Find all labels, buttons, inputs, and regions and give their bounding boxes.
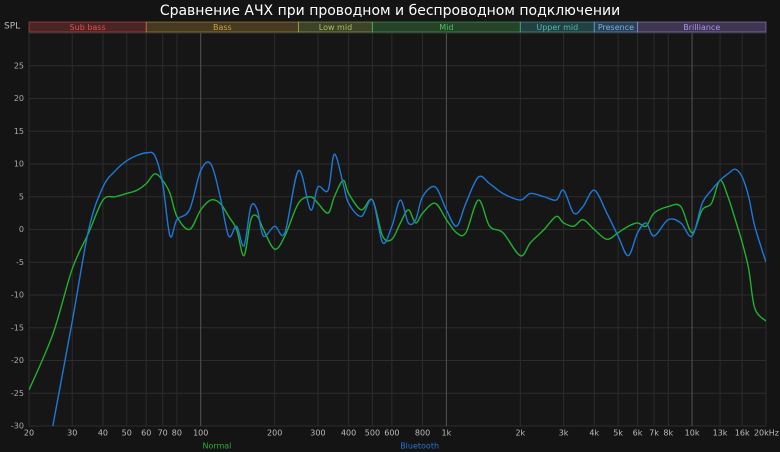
- band: [637, 21, 767, 33]
- band-label: Brilliance: [683, 23, 720, 32]
- x-tick-label: 40: [98, 429, 108, 438]
- band-label: Sub bass: [70, 23, 106, 32]
- x-tick-label: 4k: [589, 429, 599, 438]
- y-tick-label: 15: [14, 127, 24, 136]
- x-tick-label: 800: [415, 429, 430, 438]
- y-tick-label: 0: [19, 225, 24, 234]
- x-tick-label: 13k: [713, 429, 728, 438]
- y-tick-label: 25: [14, 61, 24, 70]
- y-tick-label: -20: [11, 356, 24, 365]
- x-tick-label: 300: [310, 429, 325, 438]
- x-tick-label: 2k: [515, 429, 525, 438]
- x-tick-label: 3k: [559, 429, 569, 438]
- x-tick-label: 7k: [649, 429, 659, 438]
- legend-label: Bluetooth: [400, 442, 439, 451]
- x-tick-label: 16k: [735, 429, 750, 438]
- x-tick-label: 30: [67, 429, 77, 438]
- x-tick-label: 1k: [442, 429, 452, 438]
- x-tick-label: 20: [24, 429, 34, 438]
- y-tick-label: -30: [11, 422, 24, 431]
- x-tick-label: 70: [158, 429, 168, 438]
- band-label: Mid: [439, 23, 453, 32]
- band-label: Presence: [598, 23, 634, 32]
- x-tick-label: 5k: [613, 429, 623, 438]
- band-label: Low mid: [319, 23, 352, 32]
- x-tick-label: 60: [141, 429, 151, 438]
- y-tick-label: 5: [19, 192, 24, 201]
- band-label: Upper mid: [536, 23, 578, 32]
- y-axis-label: SPL: [4, 22, 20, 32]
- y-tick-label: -25: [11, 389, 24, 398]
- x-tick-label: 400: [341, 429, 356, 438]
- x-tick-label: 80: [172, 429, 182, 438]
- x-tick-label: 50: [122, 429, 132, 438]
- y-tick-label: -15: [11, 323, 24, 332]
- x-tick-label: 20kHz: [754, 429, 779, 438]
- y-tick-label: -5: [16, 258, 24, 267]
- y-tick-label: 10: [14, 160, 24, 169]
- x-tick-label: 200: [267, 429, 282, 438]
- x-tick-label: 8k: [663, 429, 673, 438]
- y-tick-label: -10: [11, 291, 24, 300]
- x-tick-label: 600: [384, 429, 399, 438]
- x-tick-label: 6k: [633, 429, 643, 438]
- x-tick-label: 500: [365, 429, 380, 438]
- chart-title: Сравнение АЧХ при проводном и беспроводн…: [160, 3, 620, 19]
- y-tick-label: 20: [14, 94, 24, 103]
- band-label: Bass: [213, 23, 232, 32]
- series-line: [29, 173, 766, 391]
- series-line: [52, 151, 766, 426]
- x-tick-label: 10k: [685, 429, 700, 438]
- x-tick-label: 100: [193, 429, 208, 438]
- legend-label: Normal: [202, 442, 231, 451]
